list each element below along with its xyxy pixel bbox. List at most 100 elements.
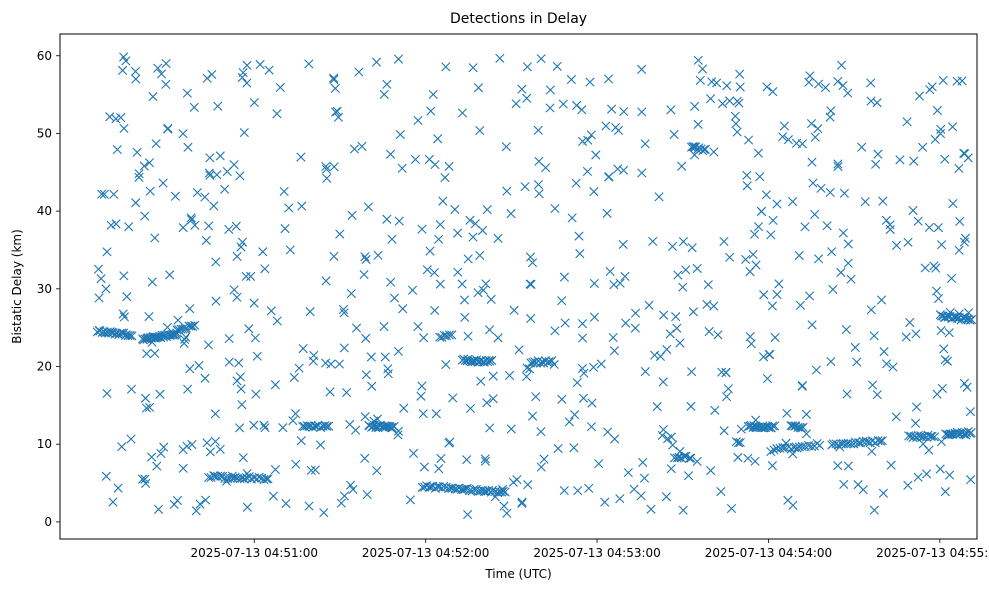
x-tick-label: 2025-07-13 04:52:00 [362, 546, 489, 560]
data-point [141, 403, 152, 413]
data-point [210, 436, 221, 446]
data-point [159, 442, 169, 452]
data-point [220, 184, 230, 194]
data-point [393, 346, 404, 356]
data-point [618, 239, 628, 250]
data-point [200, 373, 210, 383]
data-point [195, 499, 205, 509]
data-point [431, 409, 441, 419]
data-point [429, 267, 439, 278]
data-point [535, 358, 546, 368]
data-point [285, 245, 295, 255]
data-point [525, 279, 535, 289]
data-point [203, 340, 214, 350]
data-point [678, 505, 688, 515]
data-point [772, 199, 782, 209]
data-point [191, 506, 201, 516]
data-point [386, 277, 396, 287]
data-point [459, 295, 470, 305]
data-point [732, 127, 742, 137]
data-point [810, 209, 820, 220]
data-point [119, 312, 129, 322]
data-point [933, 223, 943, 233]
data-point [473, 288, 483, 298]
data-point [310, 421, 320, 431]
data-point [117, 65, 128, 75]
data-point [132, 147, 142, 157]
data-point [686, 401, 696, 411]
data-point [183, 142, 193, 152]
data-point [686, 453, 696, 463]
data-point [341, 387, 352, 398]
data-point [571, 178, 581, 188]
data-point [517, 84, 527, 94]
data-point [825, 187, 835, 198]
data-point [963, 314, 973, 324]
data-point [190, 320, 200, 330]
data-point [681, 265, 691, 275]
data-point [186, 213, 196, 223]
data-point [178, 324, 188, 334]
data-point [574, 231, 584, 241]
data-point [582, 166, 593, 176]
data-point [637, 168, 647, 178]
data-point [879, 347, 889, 357]
data-point [338, 304, 349, 315]
data-point [948, 198, 958, 209]
data-point [699, 144, 709, 155]
data-point [914, 91, 925, 101]
data-point [131, 74, 141, 84]
data-point [264, 65, 274, 75]
data-point [242, 60, 252, 70]
data-point [939, 344, 949, 354]
data-point [234, 423, 245, 433]
data-point [417, 224, 427, 234]
data-point [119, 271, 129, 281]
data-point [615, 494, 625, 504]
data-point [891, 240, 902, 250]
data-point [153, 63, 163, 73]
y-tick-label: 20 [37, 360, 52, 374]
data-point [408, 448, 419, 458]
data-point [725, 96, 735, 106]
data-point [444, 438, 454, 448]
data-point [486, 294, 496, 304]
y-axis: 0 10 20 30 40 50 60 [37, 49, 60, 529]
data-point [281, 498, 291, 509]
data-point [453, 267, 463, 277]
data-point [619, 106, 629, 117]
data-point [266, 306, 276, 316]
data-point [881, 215, 892, 225]
data-point [272, 109, 282, 119]
data-point [933, 294, 944, 304]
data-point [426, 106, 436, 116]
data-point [876, 295, 887, 305]
data-point [833, 440, 843, 450]
data-point [767, 461, 777, 471]
data-point [357, 141, 367, 151]
data-point [322, 421, 332, 431]
data-point [613, 125, 624, 135]
data-point [284, 203, 294, 213]
data-point [539, 454, 549, 464]
data-point [259, 474, 269, 485]
data-point [820, 83, 831, 93]
data-point [615, 278, 625, 288]
data-point [362, 489, 372, 500]
data-point [302, 421, 312, 431]
data-point [917, 432, 927, 442]
data-point [924, 222, 934, 233]
data-point [768, 421, 778, 431]
data-point [182, 88, 192, 98]
data-point [187, 439, 197, 450]
data-point [395, 129, 405, 140]
data-point [753, 422, 763, 432]
data-point [140, 393, 151, 403]
data-point [339, 491, 350, 501]
data-point [205, 153, 215, 163]
x-tick-label: 2025-07-13 04:55:00 [876, 546, 989, 560]
data-point [725, 252, 735, 262]
data-point [878, 196, 888, 206]
data-point [501, 142, 511, 152]
data-point [658, 424, 669, 435]
